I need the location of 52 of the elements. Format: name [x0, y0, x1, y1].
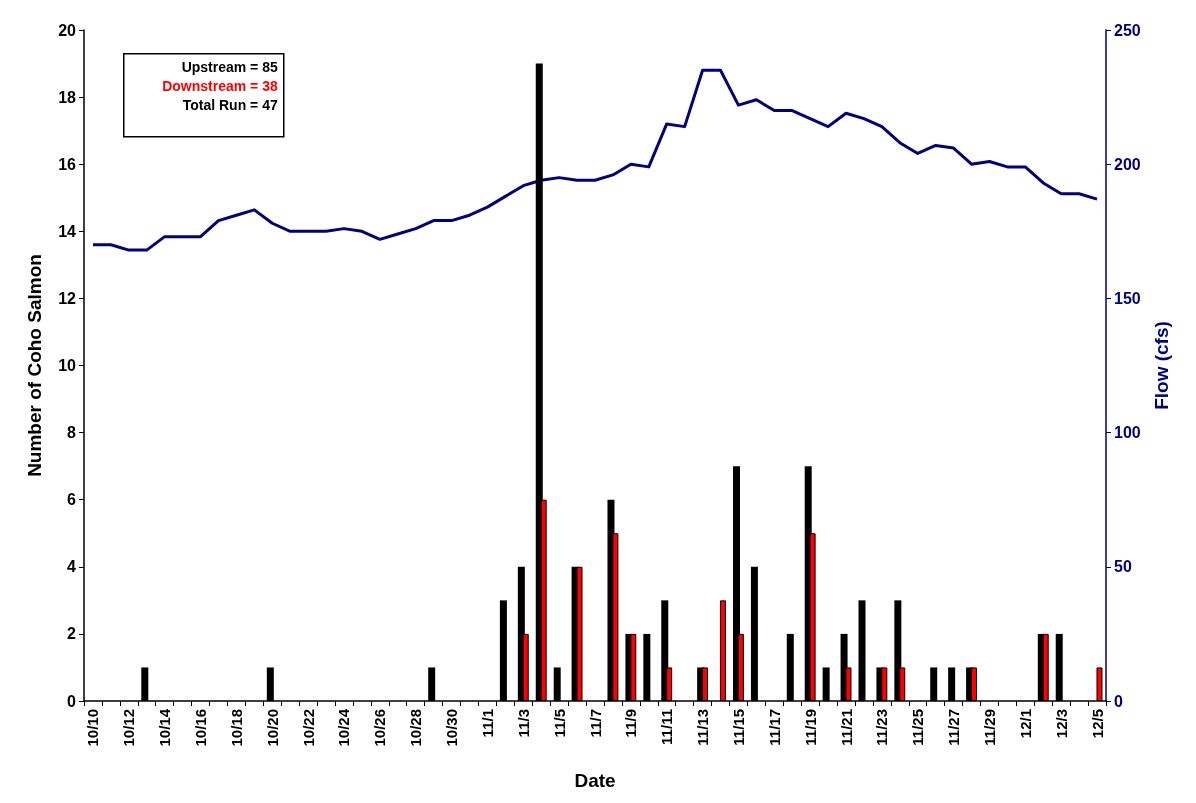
- y-tick-label: 18: [58, 88, 77, 106]
- x-tick-label: 11/27: [945, 709, 963, 746]
- x-tick-label: 11/19: [801, 709, 819, 746]
- x-tick-label: 11/1: [478, 709, 496, 738]
- x-tick-label: 11/15: [729, 709, 747, 746]
- y2-tick-label: 200: [1114, 155, 1141, 173]
- x-tick-label: 11/11: [658, 709, 676, 745]
- y-tick-label: 20: [58, 21, 77, 39]
- x-tick-label: 11/21: [837, 709, 855, 746]
- x-tick-label: 11/9: [622, 709, 640, 738]
- x-tick-label: 10/28: [407, 709, 425, 747]
- x-tick-label: 10/20: [263, 709, 281, 747]
- y-tick-label: 16: [58, 155, 77, 173]
- y-tick-label: 14: [58, 222, 77, 240]
- y2-tick-label: 0: [1114, 692, 1123, 710]
- y-tick-label: 6: [67, 491, 77, 509]
- y-tick-label: 0: [67, 692, 77, 710]
- x-tick-label: 11/3: [514, 709, 532, 738]
- y2-axis-title: Flow (cfs): [1150, 321, 1172, 410]
- x-tick-label: 11/25: [909, 709, 927, 746]
- x-tick-label: 11/5: [550, 709, 568, 738]
- x-tick-label: 10/12: [120, 709, 138, 747]
- x-tick-label: 10/10: [84, 709, 102, 747]
- x-tick-label: 12/3: [1052, 709, 1070, 739]
- x-tick-label: 10/16: [192, 709, 210, 747]
- y-axis-title: Number of Coho Salmon: [24, 254, 45, 477]
- annotation: Total Run = 47: [182, 96, 278, 113]
- y-tick-label: 12: [58, 289, 77, 307]
- x-tick-label: 12/5: [1088, 709, 1106, 739]
- x-tick-label: 10/26: [371, 709, 389, 747]
- y-tick-label: 2: [67, 625, 77, 643]
- x-tick-label: 10/18: [227, 709, 245, 747]
- x-tick-label: 11/13: [694, 709, 712, 746]
- y-tick-label: 8: [67, 424, 77, 442]
- x-tick-label: 11/23: [873, 709, 891, 746]
- y2-tick-label: 100: [1114, 424, 1141, 442]
- x-tick-label: 10/30: [443, 709, 461, 747]
- y-tick-label: 10: [58, 357, 77, 374]
- y-tick-label: 4: [67, 558, 77, 576]
- x-tick-label: 12/1: [1016, 709, 1034, 739]
- annotation: Upstream = 85: [181, 58, 278, 75]
- x-tick-label: 11/17: [765, 709, 783, 746]
- y2-tick-label: 250: [1114, 21, 1141, 39]
- text: Downstream = 38: [162, 77, 278, 94]
- x-tick-label: 10/14: [156, 708, 174, 747]
- x-tick-label: 11/29: [980, 709, 998, 746]
- x-tick-label: 10/24: [335, 708, 353, 747]
- x-axis-title: Date: [574, 770, 616, 791]
- y2-tick-label: 150: [1114, 289, 1141, 307]
- x-tick-label: 10/22: [299, 709, 317, 747]
- y2-tick-label: 50: [1114, 558, 1132, 576]
- x-tick-label: 11/7: [586, 709, 604, 738]
